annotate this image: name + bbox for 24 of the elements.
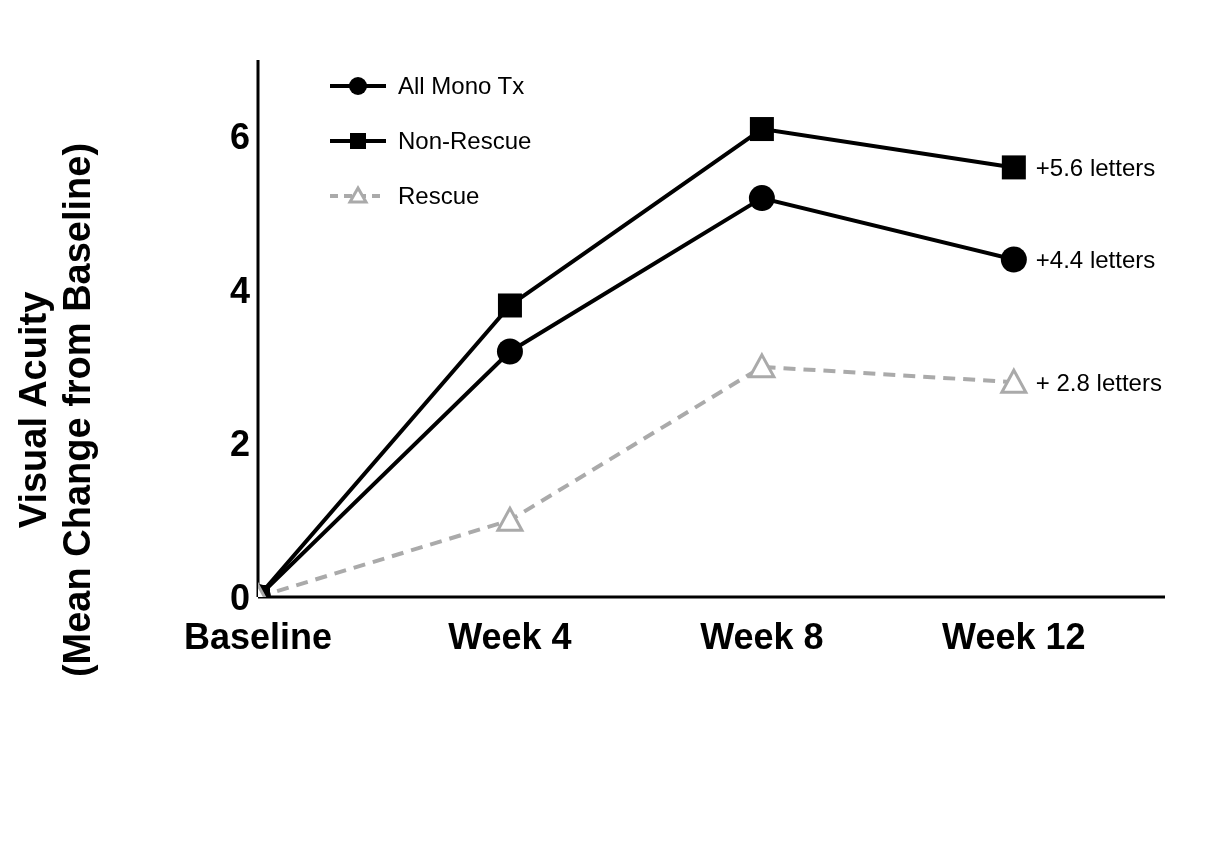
annotation: +5.6 letters <box>1035 153 1156 181</box>
point <box>748 185 775 212</box>
point <box>1001 155 1026 180</box>
y-tick-label: 2 <box>229 423 250 465</box>
legend-label: Non-Rescue <box>398 126 532 155</box>
legend-label: All Mono Tx <box>398 71 525 100</box>
point <box>497 293 522 318</box>
annotation: + 2.8 letters <box>1035 368 1162 396</box>
x-tick-label: Week 4 <box>448 615 572 657</box>
point <box>749 117 774 142</box>
point <box>1000 368 1028 394</box>
y-tick-label: 4 <box>229 269 250 311</box>
x-tick-label: Baseline <box>183 615 333 657</box>
annotation: +4.4 letters <box>1035 245 1156 273</box>
point <box>496 338 523 365</box>
point <box>1000 246 1027 273</box>
y-axis-title: Visual Acuity (Mean Change from Baseline) <box>12 142 98 678</box>
point <box>496 506 524 532</box>
y-tick-label: 6 <box>229 116 250 158</box>
y-tick-label: 0 <box>229 576 250 618</box>
legend-label: Rescue <box>398 181 480 210</box>
point <box>748 353 776 379</box>
x-tick-label: Week 12 <box>942 615 1086 657</box>
x-tick-label: Week 8 <box>700 615 824 657</box>
